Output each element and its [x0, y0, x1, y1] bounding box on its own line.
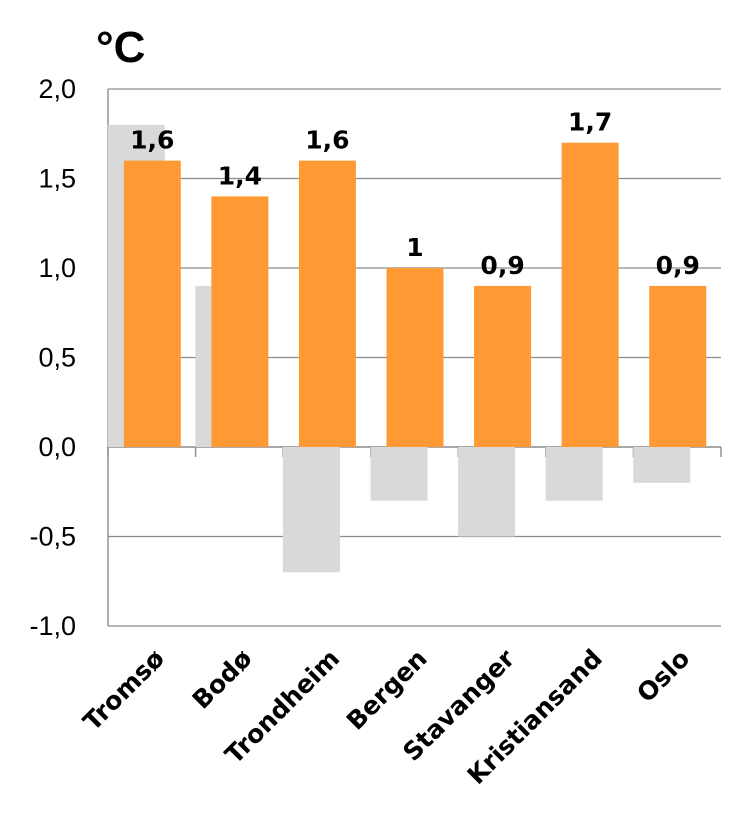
bar-series-2: [211, 196, 269, 447]
x-category-label: Oslo: [631, 644, 695, 708]
y-tick-label: 0,5: [38, 343, 76, 373]
bar-series-2: [561, 142, 619, 447]
x-category-label: Bodø: [187, 644, 258, 715]
y-tick-label: 1,0: [38, 253, 76, 283]
bar-series-2: [386, 268, 444, 447]
bar-series-1: [633, 447, 691, 483]
bar-series-2: [123, 160, 181, 447]
bar-series-1: [370, 447, 428, 501]
x-category-label: Tromsø: [77, 644, 170, 737]
bar-series-1: [282, 447, 340, 573]
y-tick-label: -1,0: [29, 611, 76, 641]
y-tick-label: -0,5: [29, 522, 76, 552]
bars-layer: [107, 124, 707, 573]
data-label: 1,7: [568, 108, 612, 137]
bar-series-2: [298, 160, 356, 447]
unit-label: °C: [96, 23, 145, 72]
data-label: 1: [406, 233, 423, 262]
data-label: 0,9: [656, 251, 700, 280]
bar-series-1: [458, 447, 516, 537]
bar-series-2: [474, 285, 532, 447]
data-label: 1,6: [305, 126, 349, 155]
bar-series-2: [649, 285, 707, 447]
y-tick-label: 1,5: [38, 164, 76, 194]
y-tick-label: 0,0: [38, 432, 76, 462]
data-label: 0,9: [480, 251, 524, 280]
bar-series-1: [545, 447, 603, 501]
x-category-label: Bergen: [341, 644, 433, 736]
data-label: 1,4: [218, 161, 262, 190]
data-label: 1,6: [130, 126, 174, 155]
y-tick-label: 2,0: [38, 74, 76, 104]
